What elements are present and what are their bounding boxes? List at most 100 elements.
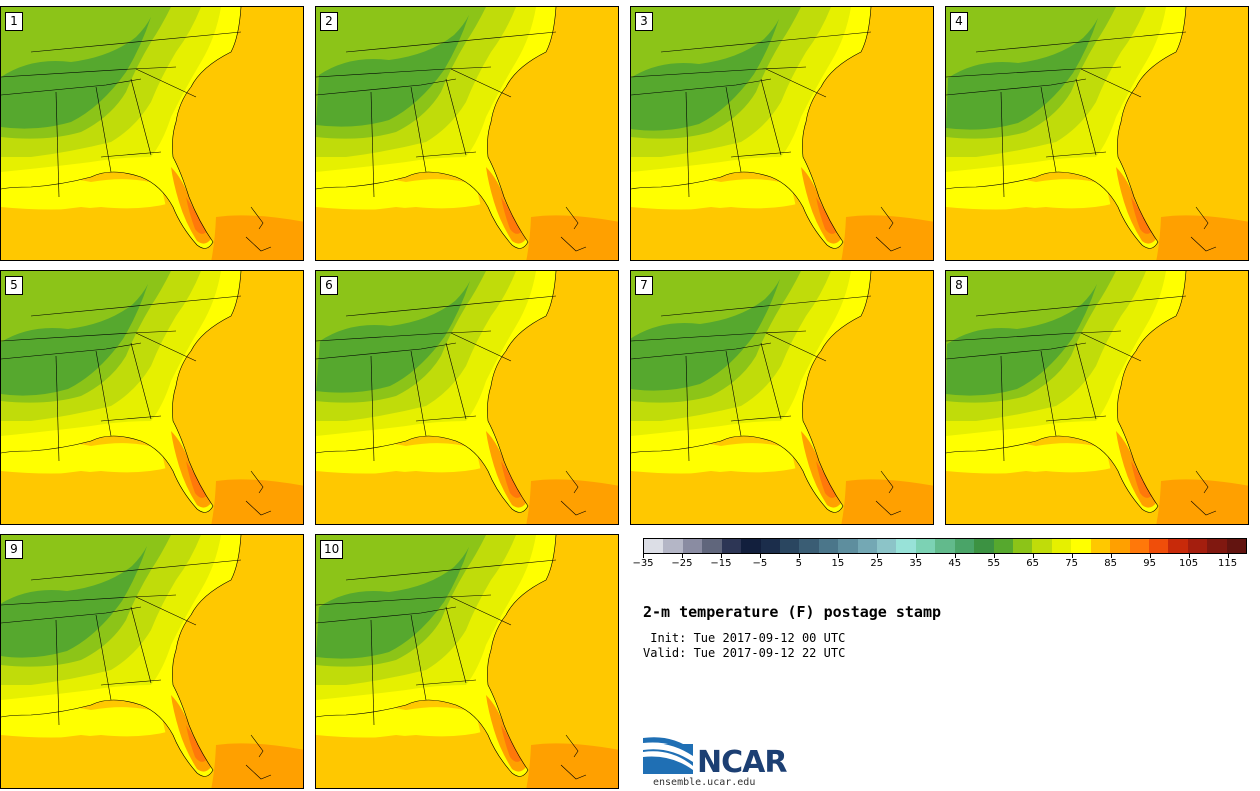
colorbar-tick: [1071, 554, 1073, 558]
colorbar-segment: [1051, 539, 1072, 553]
colorbar-tick-label: 55: [987, 558, 1001, 569]
colorbar: [643, 538, 1247, 554]
temperature-map: [946, 271, 1248, 524]
member-number: 9: [5, 540, 23, 559]
colorbar-tick: [915, 554, 917, 558]
colorbar-tick-label: 75: [1065, 558, 1079, 569]
colorbar-tick: [993, 554, 995, 558]
member-panel: 4: [945, 6, 1249, 261]
colorbar-tick: [798, 554, 800, 558]
colorbar-tick-label: 95: [1143, 558, 1156, 569]
colorbar-segment: [760, 539, 780, 553]
colorbar-tick-label: 25: [870, 558, 884, 569]
colorbar-tick: [681, 554, 683, 558]
colorbar-tick: [1188, 554, 1190, 558]
colorbar-segment: [799, 539, 819, 553]
colorbar-tick: [643, 554, 644, 558]
colorbar-segment: [741, 539, 761, 553]
colorbar-segment: [1013, 539, 1033, 553]
logo-url: ensemble.ucar.edu: [653, 777, 756, 788]
temperature-map: [1, 7, 303, 260]
colorbar-tick-label: 45: [948, 558, 962, 569]
colorbar-segment: [877, 539, 897, 553]
member-number: 6: [320, 276, 338, 295]
colorbar-tick: [954, 554, 956, 558]
member-number: 5: [5, 276, 23, 295]
colorbar-segment: [993, 539, 1014, 553]
colorbar-tick: [837, 554, 839, 558]
ncar-logo-icon: [643, 737, 693, 774]
member-number: 3: [635, 12, 653, 31]
member-panel: 5: [0, 270, 304, 525]
colorbar-segment: [1148, 539, 1169, 553]
colorbar-tick-label: −5: [752, 558, 768, 569]
temperature-map: [316, 535, 618, 788]
colorbar-segment: [702, 539, 722, 553]
colorbar-segment: [1110, 539, 1130, 553]
colorbar-segment: [663, 539, 683, 553]
temperature-map: [631, 7, 933, 260]
member-panel: 8: [945, 270, 1249, 525]
colorbar-segment: [1032, 539, 1052, 553]
colorbar-tick-label: −15: [710, 558, 732, 569]
member-number: 2: [320, 12, 338, 31]
colorbar-segment: [974, 539, 994, 553]
colorbar-segment: [1187, 539, 1208, 553]
member-panel: 10: [315, 534, 619, 789]
colorbar-segment: [935, 539, 955, 553]
colorbar-ticks: −35 −25 −15 −5 5 15 25 35 45 55 65 75 85 95 105 115: [632, 554, 1247, 574]
temperature-map: [316, 7, 618, 260]
init-time: Init: Tue 2017-09-12 00 UTC: [643, 631, 846, 645]
colorbar-tick-label: 65: [1026, 558, 1040, 569]
colorbar-segment: [1071, 539, 1091, 553]
temperature-map: [316, 271, 618, 524]
colorbar-tick: [1032, 554, 1034, 558]
colorbar-tick-label: 15: [831, 558, 845, 569]
colorbar-tick-label: −25: [671, 558, 693, 569]
colorbar-segment: [721, 539, 742, 553]
member-number: 7: [635, 276, 653, 295]
colorbar-segment: [779, 539, 800, 553]
member-panel: 3: [630, 6, 934, 261]
colorbar-tick-label: 105: [1179, 558, 1199, 569]
valid-time: Valid: Tue 2017-09-12 22 UTC: [643, 646, 846, 660]
logo-name: NCAR: [697, 745, 787, 780]
colorbar-segment: [896, 539, 916, 553]
colorbar-segment: [838, 539, 858, 553]
colorbar-segment: [1090, 539, 1111, 553]
colorbar-segment: [644, 539, 664, 553]
member-number: 8: [950, 276, 968, 295]
colorbar-segment: [682, 539, 703, 553]
colorbar-segment: [1168, 539, 1188, 553]
member-panel: 6: [315, 270, 619, 525]
colorbar-tick: [1110, 554, 1112, 558]
member-panel: 1: [0, 6, 304, 261]
colorbar-tick-label: 5: [795, 558, 803, 569]
colorbar-tick: [1227, 554, 1229, 558]
colorbar-segment: [818, 539, 839, 553]
member-panel: 9: [0, 534, 304, 789]
member-number: 4: [950, 12, 968, 31]
colorbar-tick-label: −35: [632, 558, 654, 569]
colorbar-segment: [857, 539, 878, 553]
colorbar-tick: [1149, 554, 1151, 558]
colorbar-segment: [1207, 539, 1227, 553]
temperature-map: [946, 7, 1248, 260]
temperature-map: [1, 271, 303, 524]
colorbar-segment: [915, 539, 936, 553]
colorbar-tick: [876, 554, 878, 558]
colorbar-segment: [1226, 539, 1247, 553]
member-panel: 7: [630, 270, 934, 525]
colorbar-tick: [720, 554, 722, 558]
colorbar-tick-label: 35: [909, 558, 923, 569]
member-number: 1: [5, 12, 23, 31]
colorbar-segment: [954, 539, 975, 553]
colorbar-tick-label: 115: [1217, 558, 1238, 569]
temperature-map: [631, 271, 933, 524]
member-panel: 2: [315, 6, 619, 261]
colorbar-tick: [759, 554, 761, 558]
temperature-map: [1, 535, 303, 788]
colorbar-segment: [1129, 539, 1149, 553]
figure-title: 2-m temperature (F) postage stamp: [643, 603, 942, 621]
member-number: 10: [320, 540, 344, 559]
